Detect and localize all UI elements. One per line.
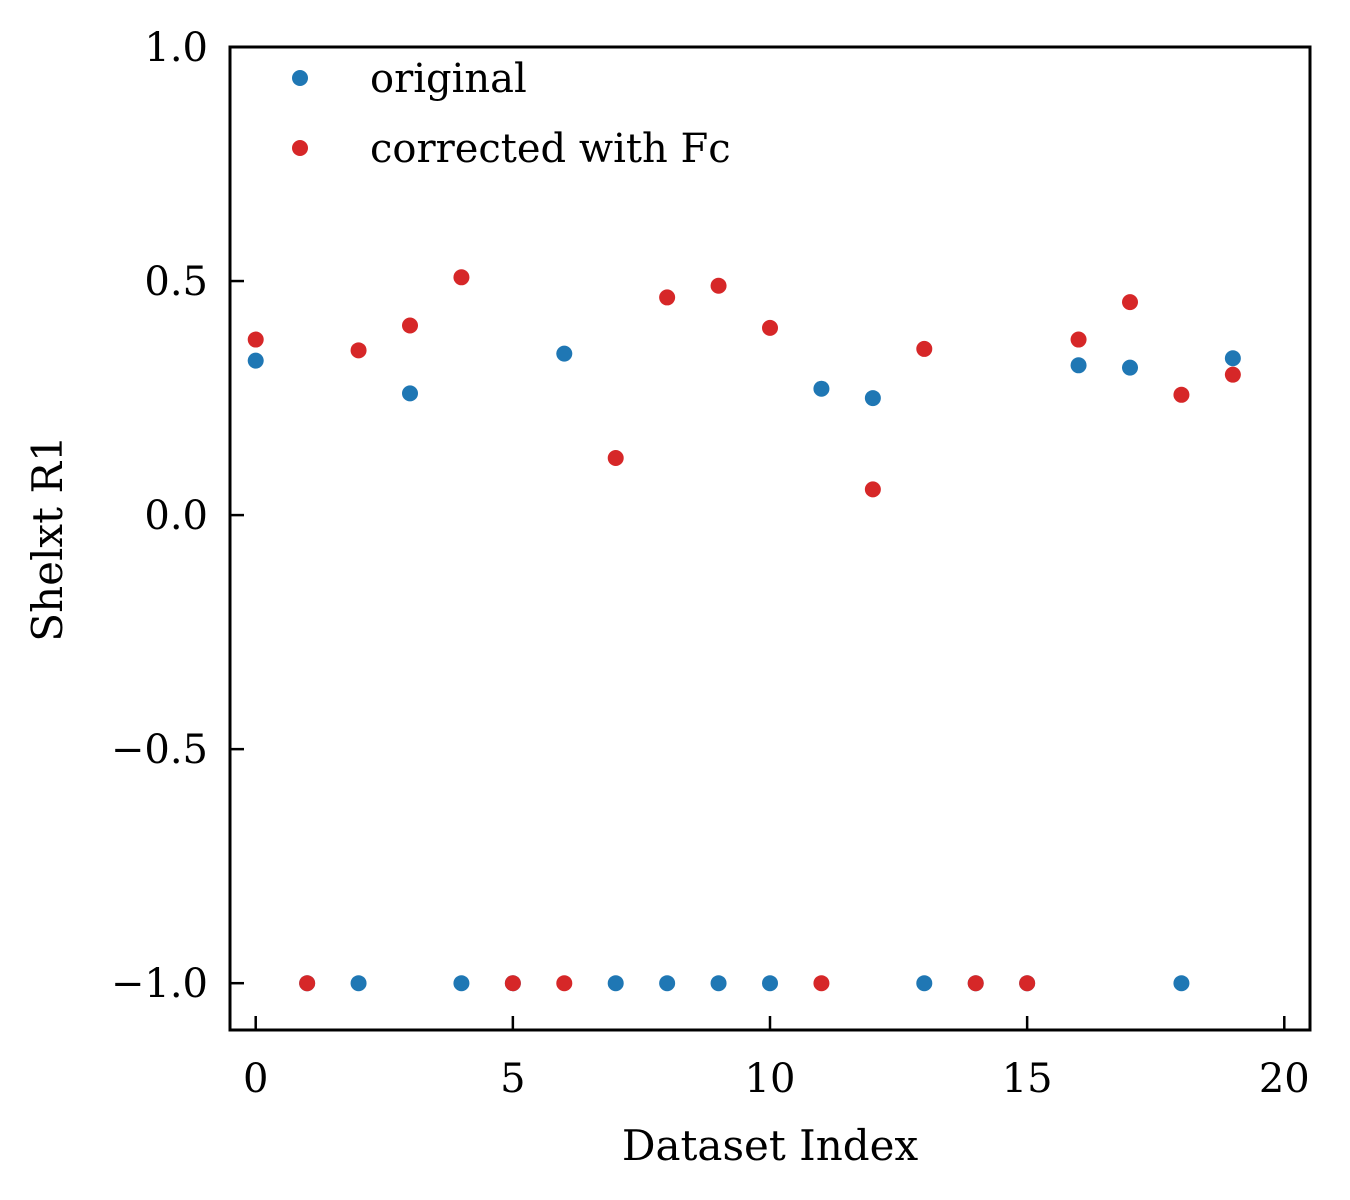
- data-point-original-11: [813, 380, 830, 397]
- y-axis-label: Shelxt R1: [23, 435, 72, 641]
- axes: 0 5 10 15 20 −1.0 −0.5 0.0 0.5 1.0 Dataset Index Sh…: [23, 25, 1312, 1170]
- data-point-corrected-3: [402, 317, 418, 334]
- y-tick-label: 0.0: [144, 493, 208, 539]
- data-point-original-10: [762, 975, 778, 992]
- data-point-original-7: [607, 975, 624, 992]
- y-tick-label: 0.5: [144, 259, 208, 305]
- data-point-original-17: [1122, 359, 1138, 376]
- data-point-corrected-5: [504, 975, 521, 992]
- data-point-original-13: [916, 975, 933, 992]
- legend-label-1: corrected with Fc: [370, 126, 731, 172]
- plot-frame: [228, 45, 1312, 1032]
- data-point-original-18: [1173, 975, 1190, 992]
- y-tick-label: −1.0: [111, 961, 208, 1007]
- data-point-corrected-2: [350, 342, 367, 359]
- data-point-corrected-8: [659, 289, 676, 306]
- data-point-corrected-10: [762, 319, 778, 336]
- data-point-corrected-18: [1173, 386, 1190, 403]
- legend-marker-0: [292, 70, 308, 86]
- y-tick-label: −0.5: [111, 727, 208, 773]
- data-point-original-6: [556, 345, 573, 362]
- x-tick-label: 10: [745, 1056, 796, 1102]
- x-tick-label: 0: [243, 1056, 268, 1102]
- data-point-corrected-13: [916, 340, 933, 357]
- x-tick-label: 20: [1259, 1056, 1310, 1102]
- data-point-original-8: [659, 975, 676, 992]
- plot-marks: [247, 269, 1241, 992]
- data-point-corrected-11: [813, 975, 830, 992]
- data-point-corrected-17: [1122, 294, 1138, 311]
- data-point-original-9: [710, 975, 727, 992]
- data-point-corrected-9: [710, 277, 727, 294]
- data-point-original-19: [1224, 350, 1241, 367]
- x-tick-label: 5: [500, 1056, 525, 1102]
- data-point-corrected-14: [967, 975, 984, 992]
- data-point-original-3: [402, 385, 418, 402]
- data-point-corrected-16: [1070, 331, 1087, 348]
- data-point-original-2: [350, 975, 367, 992]
- x-tick-label: 15: [1002, 1056, 1053, 1102]
- data-point-corrected-19: [1224, 366, 1241, 383]
- data-point-corrected-15: [1019, 975, 1036, 992]
- data-point-corrected-6: [556, 975, 573, 992]
- data-point-corrected-7: [607, 449, 624, 466]
- legend-marker-1: [292, 140, 308, 156]
- data-point-corrected-12: [864, 481, 881, 498]
- legend: original corrected with Fc: [292, 56, 731, 172]
- data-point-corrected-1: [299, 975, 316, 992]
- data-point-original-0: [247, 352, 264, 369]
- x-axis-label: Dataset Index: [622, 1121, 919, 1170]
- legend-label-0: original: [370, 56, 527, 102]
- y-tick-label: 1.0: [144, 25, 208, 71]
- data-point-corrected-4: [453, 269, 470, 286]
- data-point-original-4: [453, 975, 470, 992]
- data-point-original-16: [1070, 357, 1087, 374]
- data-point-corrected-0: [247, 331, 264, 348]
- data-point-original-12: [864, 390, 881, 407]
